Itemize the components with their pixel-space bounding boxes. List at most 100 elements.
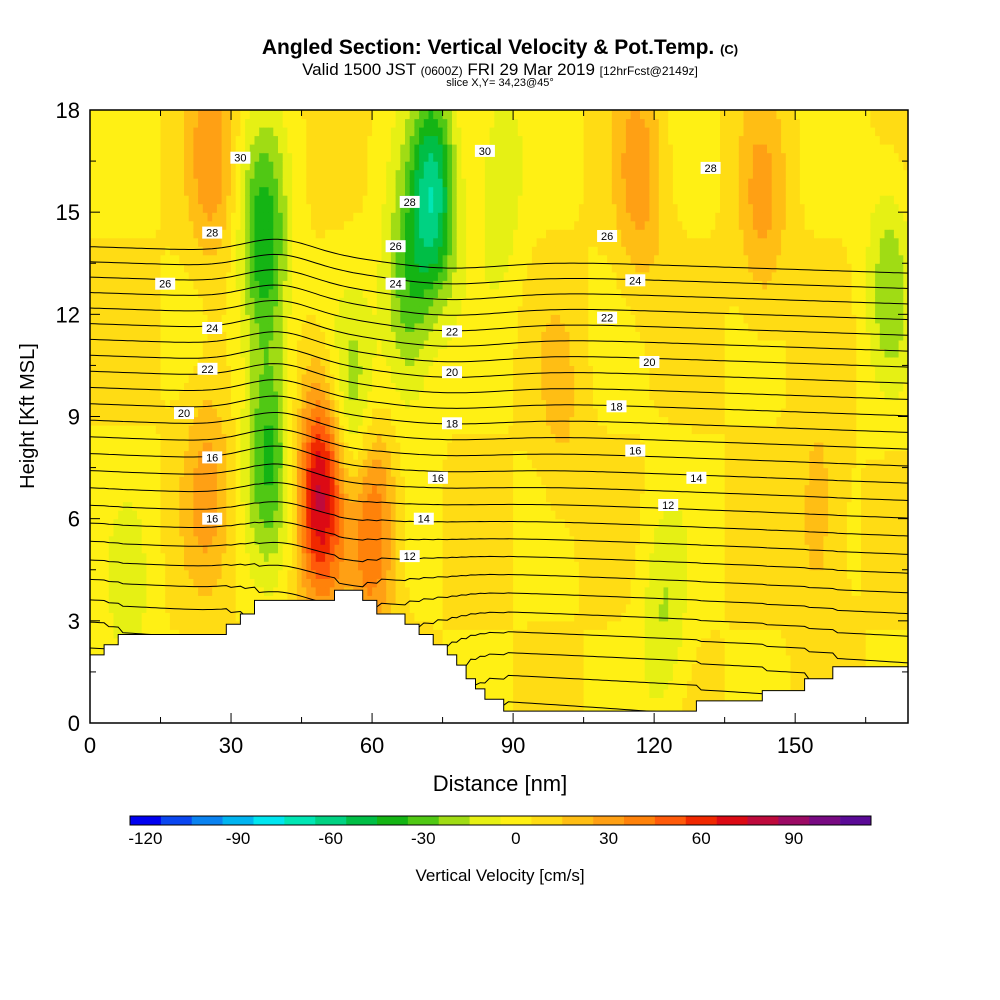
velocity-cell: [113, 314, 119, 324]
velocity-cell: [372, 484, 378, 494]
velocity-cell: [390, 356, 397, 366]
velocity-cell: [221, 118, 227, 128]
velocity-cell: [334, 212, 340, 222]
velocity-cell: [212, 169, 218, 179]
velocity-cell: [320, 178, 326, 188]
velocity-cell: [292, 237, 298, 247]
velocity-cell: [320, 476, 326, 486]
velocity-cell: [118, 425, 124, 435]
velocity-cell: [409, 135, 415, 145]
velocity-cell: [118, 331, 124, 341]
velocity-cell: [94, 467, 100, 477]
velocity-cell: [334, 229, 340, 239]
velocity-cell: [358, 220, 364, 230]
velocity-cell: [329, 399, 336, 409]
velocity-cell: [381, 229, 387, 239]
velocity-cell: [132, 169, 138, 179]
velocity-cell: [202, 535, 209, 545]
velocity-cell: [216, 612, 223, 622]
velocity-cell: [268, 476, 274, 486]
velocity-cell: [235, 331, 241, 341]
velocity-cell: [104, 603, 110, 613]
velocity-cell: [193, 569, 199, 579]
velocity-cell: [268, 527, 274, 537]
velocity-cell: [301, 450, 307, 460]
velocity-cell: [118, 493, 124, 503]
velocity-cell: [325, 416, 331, 426]
velocity-cell: [235, 195, 241, 205]
velocity-cell: [306, 501, 312, 511]
velocity-cell: [400, 356, 406, 366]
velocity-cell: [160, 433, 166, 443]
velocity-cell: [231, 178, 237, 188]
velocity-cell: [358, 356, 364, 366]
velocity-cell: [188, 203, 194, 213]
velocity-cell: [141, 493, 147, 503]
velocity-cell: [146, 476, 152, 486]
velocity-cell: [405, 246, 411, 256]
velocity-cell: [226, 152, 232, 162]
velocity-cell: [334, 314, 340, 324]
velocity-cell: [320, 569, 326, 579]
velocity-cell: [202, 467, 209, 477]
velocity-cell: [273, 433, 279, 443]
velocity-cell: [390, 450, 397, 460]
velocity-cell: [400, 450, 406, 460]
velocity-cell: [329, 339, 336, 349]
velocity-cell: [122, 203, 129, 213]
velocity-cell: [240, 493, 246, 503]
velocity-cell: [358, 186, 364, 196]
velocity-cell: [372, 518, 378, 528]
velocity-cell: [390, 467, 397, 477]
velocity-cell: [395, 178, 401, 188]
velocity-cell: [348, 544, 354, 554]
velocity-cell: [188, 110, 194, 120]
velocity-cell: [188, 569, 194, 579]
velocity-cell: [179, 382, 185, 392]
velocity-cell: [292, 254, 298, 264]
velocity-cell: [353, 339, 359, 349]
velocity-cell: [343, 169, 350, 179]
velocity-cell: [372, 152, 378, 162]
velocity-cell: [390, 118, 397, 128]
velocity-cell: [169, 331, 176, 341]
velocity-cell: [90, 612, 96, 622]
velocity-cell: [94, 254, 100, 264]
velocity-cell: [155, 544, 162, 554]
velocity-cell: [400, 595, 406, 605]
velocity-cell: [390, 195, 397, 205]
velocity-cell: [179, 484, 185, 494]
velocity-cell: [367, 263, 373, 273]
velocity-cell: [184, 263, 190, 273]
velocity-cell: [202, 152, 209, 162]
velocity-cell: [132, 229, 138, 239]
velocity-cell: [400, 476, 406, 486]
velocity-cell: [137, 178, 143, 188]
velocity-cell: [278, 459, 284, 469]
velocity-cell: [151, 493, 157, 503]
velocity-cell: [188, 459, 194, 469]
velocity-cell: [184, 467, 190, 477]
velocity-cell: [231, 535, 237, 545]
velocity-cell: [141, 322, 147, 332]
velocity-cell: [235, 442, 241, 452]
velocity-cell: [155, 314, 162, 324]
velocity-cell: [343, 578, 350, 588]
velocity-cell: [198, 493, 204, 503]
velocity-cell: [386, 365, 392, 375]
velocity-cell: [122, 493, 129, 503]
velocity-cell: [99, 433, 105, 443]
velocity-cell: [184, 152, 190, 162]
velocity-cell: [245, 603, 251, 613]
velocity-cell: [372, 135, 378, 145]
velocity-cell: [268, 314, 274, 324]
velocity-cell: [155, 322, 162, 332]
velocity-cell: [122, 416, 129, 426]
velocity-cell: [202, 212, 209, 222]
velocity-cell: [315, 203, 321, 213]
velocity-cell: [151, 629, 157, 639]
velocity-cell: [184, 297, 190, 307]
velocity-cell: [245, 569, 251, 579]
velocity-cell: [179, 356, 185, 366]
velocity-cell: [118, 561, 124, 571]
